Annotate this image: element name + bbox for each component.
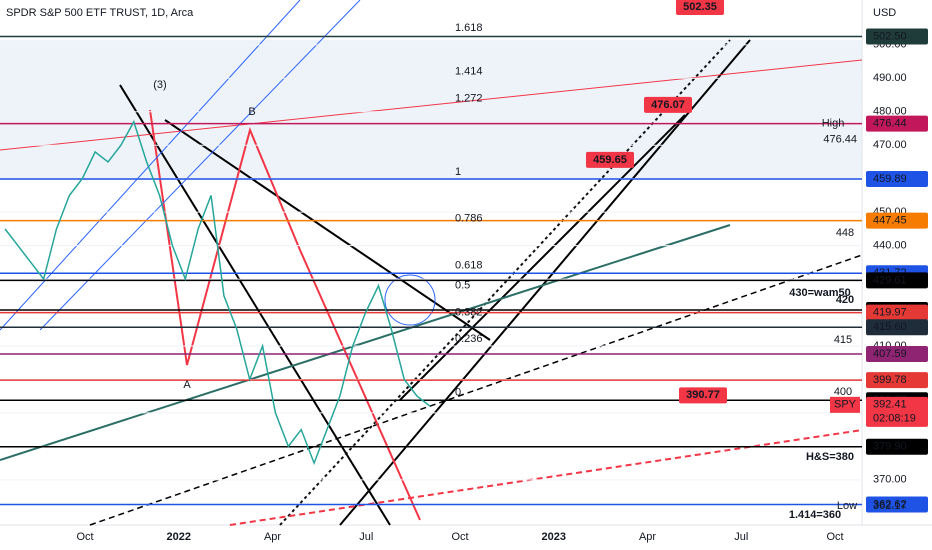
trend-line bbox=[89, 254, 863, 526]
price-tag bbox=[866, 319, 928, 336]
fib-label: 0 bbox=[455, 387, 461, 399]
chart-title: SPDR S&P 500 ETF TRUST, 1D, Arca bbox=[6, 7, 194, 19]
y-tick-label: 470.00 bbox=[873, 139, 907, 151]
y-tick-label: 480.00 bbox=[873, 106, 907, 118]
price-tag-label: 407.59 bbox=[873, 348, 907, 360]
price-tag bbox=[866, 372, 928, 389]
low-value: 362.17 bbox=[873, 500, 907, 512]
trend-line bbox=[399, 114, 686, 401]
price-tag bbox=[866, 171, 928, 188]
trend-line bbox=[229, 429, 863, 526]
x-tick-label: Jul bbox=[359, 531, 373, 543]
drawings bbox=[0, 0, 863, 526]
callout bbox=[679, 387, 727, 404]
annotation: 1.414=360 bbox=[789, 509, 841, 521]
callout bbox=[676, 0, 724, 15]
annotation: 420 bbox=[836, 294, 854, 306]
fib-label: 1.414 bbox=[455, 66, 483, 78]
x-tick-label: Oct bbox=[76, 531, 93, 543]
price-tag bbox=[866, 115, 928, 132]
current-price-tag bbox=[866, 396, 928, 427]
price-tag bbox=[866, 496, 928, 513]
callout-label: 476.07 bbox=[651, 99, 685, 111]
trend-line bbox=[119, 84, 391, 526]
fib-label: 0.382 bbox=[455, 306, 483, 318]
countdown: 02:08:19 bbox=[873, 413, 916, 425]
annotation: (3) bbox=[153, 79, 166, 91]
x-tick-label: 2023 bbox=[542, 531, 566, 543]
channel-line bbox=[0, 0, 301, 331]
callout-label: 390.77 bbox=[686, 389, 720, 401]
price-tag bbox=[866, 438, 928, 455]
annotation: H&S=380 bbox=[806, 451, 854, 463]
fib-label: 1.618 bbox=[455, 22, 483, 34]
x-tick-label: Oct bbox=[451, 531, 468, 543]
fib-label: 1.272 bbox=[455, 92, 483, 104]
annotation: B bbox=[248, 106, 255, 118]
annotation: A bbox=[183, 379, 191, 391]
x-tick-label: Jul bbox=[734, 531, 748, 543]
y-tick-label: 490.00 bbox=[873, 72, 907, 84]
callout-label: 502.35 bbox=[683, 1, 717, 13]
price-tag-label: 362.62 bbox=[873, 498, 907, 510]
circle bbox=[384, 274, 436, 326]
x-tick-label: Apr bbox=[264, 531, 281, 543]
callout bbox=[644, 96, 692, 113]
currency: USD bbox=[873, 7, 896, 19]
callout-label: 459.65 bbox=[593, 154, 627, 166]
price-tag-label: 429.61 bbox=[873, 274, 907, 286]
symbol-label: SPY bbox=[834, 399, 857, 411]
trend-line bbox=[164, 119, 491, 341]
price-tag bbox=[866, 304, 928, 321]
price-tag bbox=[866, 346, 928, 363]
annotation: 430=wam50 bbox=[789, 287, 850, 299]
fib-label: 0.5 bbox=[455, 280, 470, 292]
annotation: 415 bbox=[834, 334, 852, 346]
symbol-tag bbox=[830, 396, 860, 413]
price-tag-label: 502.50 bbox=[873, 30, 907, 42]
annotation: 448 bbox=[836, 227, 854, 239]
band bbox=[0, 40, 862, 180]
price-tag-label: 415.60 bbox=[873, 321, 907, 333]
price-tag-label: 447.45 bbox=[873, 215, 907, 227]
y-tick-label: 370.00 bbox=[873, 474, 907, 486]
x-tick-label: Oct bbox=[826, 531, 843, 543]
price-tag bbox=[866, 272, 928, 289]
fib-label: 0.236 bbox=[455, 333, 483, 345]
high-label: High bbox=[822, 118, 845, 130]
annotation: 400 bbox=[834, 386, 852, 398]
price-tag bbox=[866, 28, 928, 45]
price-tag-label: 476.44 bbox=[873, 118, 907, 130]
trend-line bbox=[0, 59, 863, 151]
low-label: Low bbox=[837, 500, 857, 512]
price-tag-label: 459.89 bbox=[873, 173, 907, 185]
high-value: 476.44 bbox=[823, 134, 857, 146]
price-line bbox=[4, 119, 431, 466]
fib-label: 0.786 bbox=[455, 213, 483, 225]
callout bbox=[586, 151, 634, 168]
current-price-label: 392.41 bbox=[873, 399, 907, 411]
trend-line bbox=[0, 224, 731, 461]
price-tag bbox=[866, 212, 928, 229]
y-tick-label: 440.00 bbox=[873, 240, 907, 252]
price-tag-label: 399.78 bbox=[873, 374, 907, 386]
price-tag-label: 379.90 bbox=[873, 441, 907, 453]
channel-line bbox=[39, 0, 361, 331]
trend-line bbox=[279, 39, 731, 526]
fib-label: 1 bbox=[455, 166, 461, 178]
trend-line bbox=[339, 39, 751, 526]
fib-label: 0.618 bbox=[455, 260, 483, 272]
price-tag-label: 419.97 bbox=[873, 307, 907, 319]
x-tick-label: Apr bbox=[639, 531, 656, 543]
x-tick-label: 2022 bbox=[167, 531, 191, 543]
